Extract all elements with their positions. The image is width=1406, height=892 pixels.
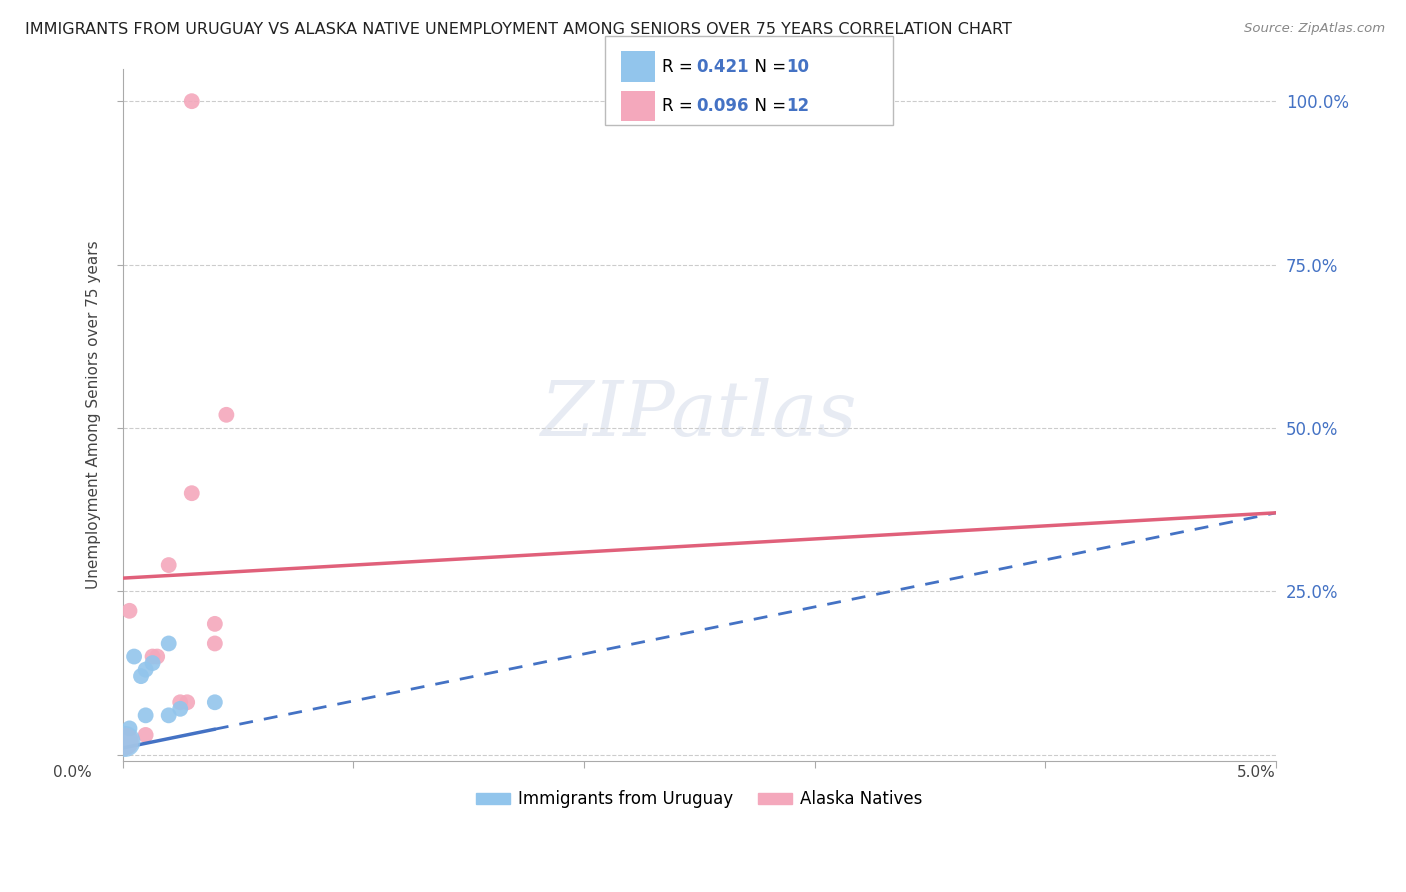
Text: 0.0%: 0.0% bbox=[53, 765, 93, 780]
Point bbox=[215, 408, 238, 422]
Point bbox=[114, 734, 136, 748]
Text: Source: ZipAtlas.com: Source: ZipAtlas.com bbox=[1244, 22, 1385, 36]
Point bbox=[176, 695, 198, 709]
Point bbox=[169, 702, 191, 716]
Text: 5.0%: 5.0% bbox=[1237, 765, 1277, 780]
Point bbox=[180, 486, 202, 500]
Text: 0.421: 0.421 bbox=[696, 58, 748, 76]
Text: ZIPatlas: ZIPatlas bbox=[541, 378, 858, 452]
Point bbox=[157, 558, 180, 572]
Point bbox=[135, 663, 157, 677]
Point bbox=[204, 616, 226, 631]
Point bbox=[114, 734, 136, 748]
Point bbox=[204, 695, 226, 709]
Text: R =: R = bbox=[662, 58, 699, 76]
Point bbox=[122, 649, 145, 664]
Point bbox=[180, 94, 202, 108]
Text: N =: N = bbox=[744, 58, 792, 76]
Point bbox=[118, 722, 141, 736]
Legend: Immigrants from Uruguay, Alaska Natives: Immigrants from Uruguay, Alaska Natives bbox=[470, 784, 929, 815]
Point bbox=[135, 708, 157, 723]
Point bbox=[157, 636, 180, 650]
Text: 12: 12 bbox=[786, 97, 808, 115]
Point bbox=[169, 695, 191, 709]
Point bbox=[157, 708, 180, 723]
Text: N =: N = bbox=[744, 97, 792, 115]
Point bbox=[142, 656, 165, 670]
Point bbox=[135, 728, 157, 742]
Text: R =: R = bbox=[662, 97, 699, 115]
Text: 10: 10 bbox=[786, 58, 808, 76]
Point bbox=[118, 604, 141, 618]
Point bbox=[146, 649, 169, 664]
Point bbox=[129, 669, 152, 683]
Y-axis label: Unemployment Among Seniors over 75 years: Unemployment Among Seniors over 75 years bbox=[86, 241, 101, 589]
Text: 0.096: 0.096 bbox=[696, 97, 748, 115]
Point bbox=[204, 636, 226, 650]
Text: IMMIGRANTS FROM URUGUAY VS ALASKA NATIVE UNEMPLOYMENT AMONG SENIORS OVER 75 YEAR: IMMIGRANTS FROM URUGUAY VS ALASKA NATIVE… bbox=[25, 22, 1012, 37]
Point bbox=[142, 649, 165, 664]
